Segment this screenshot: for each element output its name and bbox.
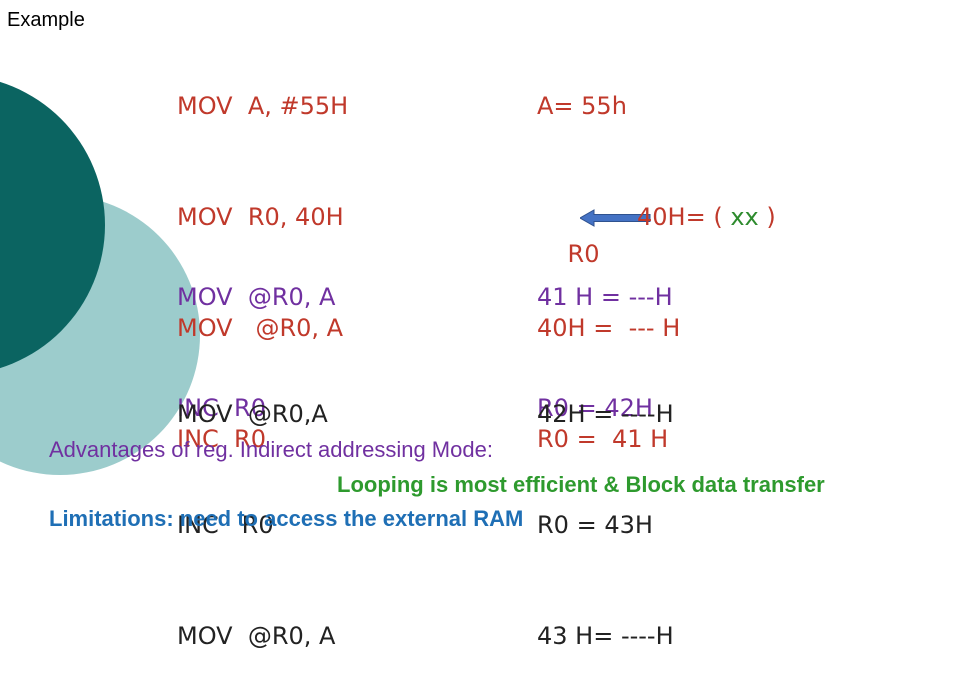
slide-title: Example	[7, 9, 85, 31]
result-block-1: A= 55h R0 40H= ( xx ) 40H = --- H R0 = 4…	[537, 14, 776, 495]
result-line: 40H = --- H	[537, 314, 681, 342]
result-block-2: 41 H = ---H R0 = 42H	[537, 205, 673, 464]
result-line-r0-arrow: R0 40H= ( xx )	[537, 199, 776, 268]
result-xx: xx	[730, 203, 759, 231]
result-line: 43 H= ----H	[537, 622, 674, 650]
code-line: MOV @R0,A	[177, 400, 328, 428]
result-line: R0 = 42H	[537, 394, 653, 422]
result-close-paren: )	[758, 203, 776, 231]
dark-teal-circle	[0, 81, 105, 369]
code-line: MOV A, #55H	[177, 92, 349, 120]
result-line: A= 55h	[537, 92, 627, 120]
result-40h: 40H= (	[637, 203, 731, 231]
result-block-3: 42H = ----H R0 = 43H 43 H= ----H	[537, 322, 674, 692]
result-line: 41 H = ---H	[537, 283, 673, 311]
result-line: R0 = 43H	[537, 511, 653, 539]
code-block-1: MOV A, #55H MOV R0, 40H MOV @R0, A INC R…	[177, 14, 348, 495]
advantages-text: Looping is most efficient & Block data t…	[337, 472, 825, 497]
decorative-circles	[0, 81, 200, 475]
code-line: INC R0	[177, 511, 274, 539]
code-line: INC R0	[177, 394, 266, 422]
code-line: INC R0	[177, 425, 266, 453]
limitations-text: Limitations: need to access the external…	[49, 506, 524, 531]
code-line: MOV @R0, A	[177, 314, 344, 342]
code-line: MOV @R0, A	[177, 283, 336, 311]
left-arrow-icon	[580, 209, 651, 227]
advantages-heading: Advantages of reg. Indirect addressing M…	[49, 437, 493, 462]
code-line: MOV @R0, A	[177, 622, 336, 650]
code-block-2: MOV @R0, A INC R0	[177, 205, 335, 464]
result-r0-label: R0	[567, 240, 600, 268]
result-line: R0 = 41 H	[537, 425, 669, 453]
code-line: MOV R0, 40H	[177, 203, 344, 231]
result-line: 42H = ----H	[537, 400, 674, 428]
